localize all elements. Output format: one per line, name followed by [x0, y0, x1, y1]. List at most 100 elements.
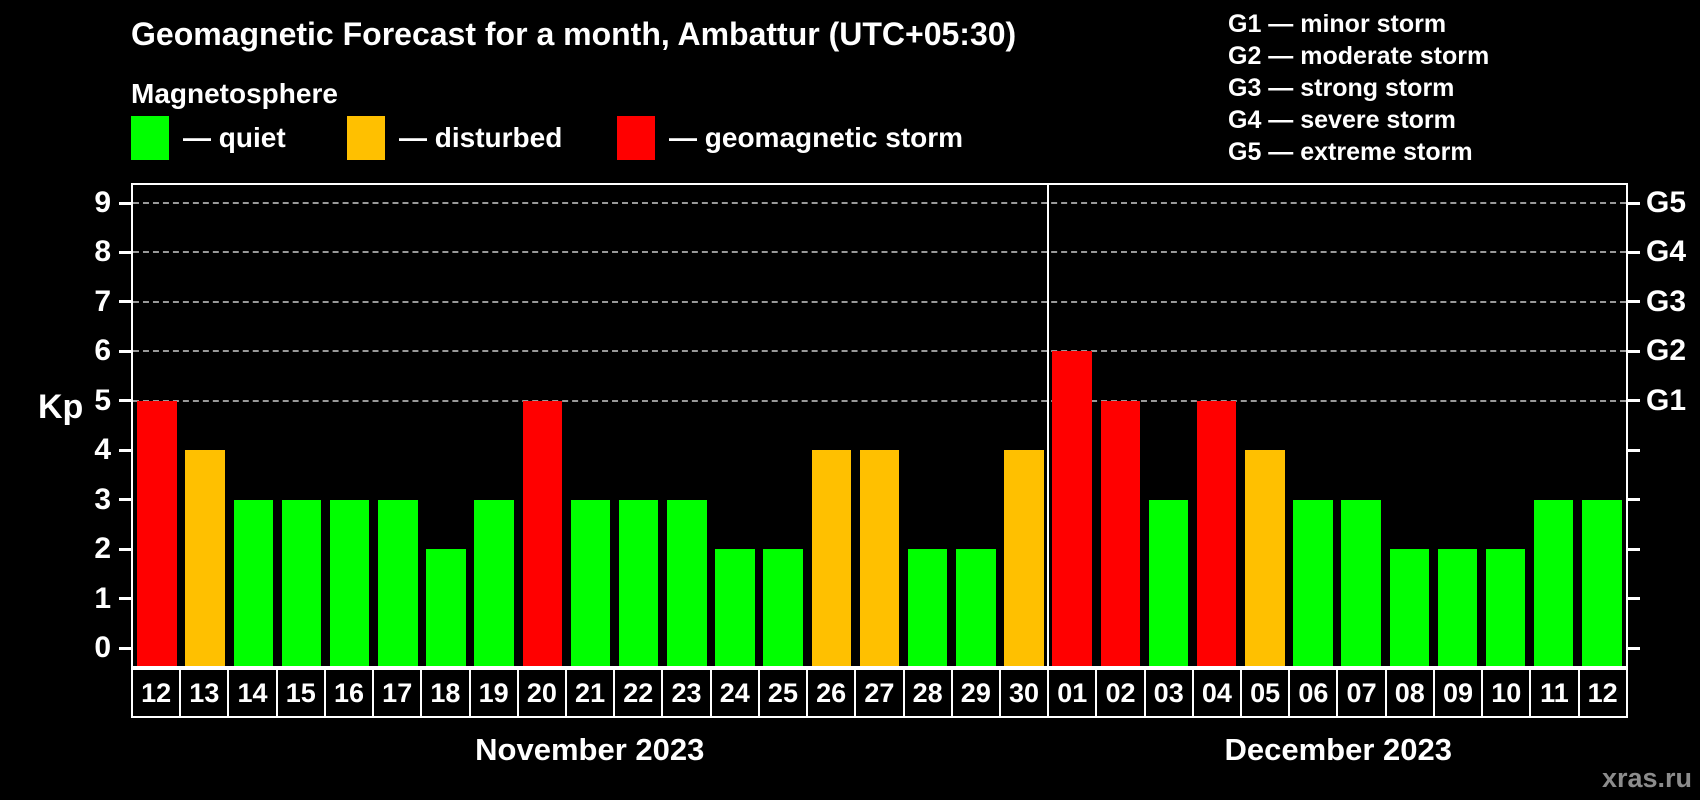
day-label-16: 16 [323, 668, 375, 718]
storm-swatch-icon [617, 116, 655, 160]
kp-bar-day-14 [233, 499, 274, 666]
right-axis-tick-3 [1626, 498, 1640, 502]
right-axis-tick-8 [1626, 250, 1640, 254]
legend-quiet-label: — quiet [183, 122, 286, 153]
y-axis-title: Kp [38, 388, 84, 426]
kp-gridline-6 [133, 350, 1626, 353]
kp-bar-day-03 [1148, 499, 1189, 666]
kp-bar-day-27 [859, 450, 900, 666]
status-legend: — quiet — disturbed — geomagnetic storm [131, 116, 1111, 164]
y-axis-tick-5 [119, 399, 133, 403]
kp-bar-day-15 [281, 499, 322, 666]
kp-bar-day-09 [1437, 549, 1478, 666]
day-label-28: 28 [902, 668, 953, 718]
kp-bar-day-25 [763, 549, 803, 666]
right-axis-tick-4 [1626, 448, 1640, 452]
kp-bar-day-13 [185, 450, 225, 666]
right-axis-tick-0 [1626, 646, 1640, 650]
y-axis-label-3: 3 [94, 482, 111, 516]
day-label-06: 06 [1288, 668, 1339, 718]
y-axis-tick-2 [119, 547, 133, 551]
day-label-04: 04 [1191, 668, 1243, 718]
day-label-20: 20 [516, 668, 567, 718]
day-label-14: 14 [227, 668, 278, 718]
kp-bar-day-05 [1245, 450, 1285, 666]
g-axis-label-G2: G2 [1646, 334, 1687, 368]
day-label-24: 24 [709, 668, 760, 718]
kp-bar-day-23 [667, 499, 707, 666]
g4-legend-line: G4 — severe storm [1228, 106, 1456, 134]
y-axis-label-5: 5 [94, 383, 111, 417]
y-axis-label-7: 7 [94, 284, 111, 318]
y-axis-tick-3 [119, 498, 133, 502]
legend-storm-label: — geomagnetic storm [669, 122, 964, 153]
y-axis-label-4: 4 [94, 433, 111, 467]
g-axis-label-G1: G1 [1646, 383, 1687, 417]
g2-legend-line: G2 — moderate storm [1228, 42, 1490, 70]
kp-bar-day-01 [1052, 351, 1092, 666]
legend-item-quiet: — quiet [131, 116, 286, 160]
g-scale-legend: G1 — minor storm G2 — moderate storm G3 … [1228, 8, 1489, 168]
day-label-12: 12 [131, 668, 182, 718]
page-title: Geomagnetic Forecast for a month, Ambatt… [131, 16, 1017, 52]
right-axis-tick-9 [1626, 201, 1640, 205]
y-axis-label-0: 0 [94, 631, 111, 664]
kp-bar-day-18 [426, 549, 466, 666]
day-label-18: 18 [420, 668, 471, 718]
legend-item-storm: — geomagnetic storm [617, 116, 963, 160]
y-axis-tick-0 [119, 646, 133, 650]
right-axis-tick-5 [1626, 399, 1640, 403]
g-axis-label-G3: G3 [1646, 284, 1687, 318]
day-label-27: 27 [854, 668, 905, 718]
g-axis-label-G4: G4 [1646, 235, 1687, 269]
day-label-19: 19 [468, 668, 519, 718]
day-label-07: 07 [1336, 668, 1387, 718]
kp-bar-day-20 [522, 400, 563, 666]
day-label-23: 23 [661, 668, 712, 718]
kp-gridline-7 [133, 300, 1626, 303]
day-label-12: 12 [1577, 668, 1628, 718]
kp-bar-day-02 [1100, 400, 1141, 666]
day-label-30: 30 [998, 668, 1050, 718]
month-label-1: December 2023 [1224, 732, 1453, 767]
month-labels: November 2023 December 2023 [131, 732, 1628, 768]
day-label-26: 26 [806, 668, 857, 718]
kp-bar-day-26 [811, 450, 852, 666]
kp-bar-day-19 [474, 499, 514, 666]
right-axis-tick-6 [1626, 349, 1640, 353]
day-label-01: 01 [1047, 668, 1098, 718]
day-label-17: 17 [372, 668, 423, 718]
y-axis-label-9: 9 [94, 186, 111, 219]
y-axis-tick-4 [119, 448, 133, 452]
day-axis: 12 13 14 15 16 17 18 19 20 21 22 23 24 25 26 27 28 29 30 01… [131, 668, 1628, 718]
y-axis-label-8: 8 [94, 235, 111, 269]
magnetosphere-subtitle: Magnetosphere [131, 78, 338, 109]
kp-bar-day-28 [907, 549, 948, 666]
legend-disturbed-label: — disturbed [399, 122, 563, 153]
y-axis-tick-7 [119, 300, 133, 304]
y-axis-tick-6 [119, 349, 133, 353]
day-label-13: 13 [179, 668, 230, 718]
day-label-15: 15 [275, 668, 326, 718]
day-label-11: 11 [1529, 668, 1580, 718]
kp-bar-day-07 [1341, 499, 1381, 666]
plot-area: 0 1 2 3 4 5 6 7 8 9 G1 G2 G3 G4 G5 [94, 183, 1686, 668]
right-axis-tick-7 [1626, 300, 1640, 304]
day-label-08: 08 [1384, 668, 1435, 718]
day-label-05: 05 [1240, 668, 1291, 718]
g5-legend-line: G5 — extreme storm [1228, 138, 1473, 166]
quiet-swatch-icon [131, 116, 169, 160]
kp-gridline-8 [133, 251, 1626, 254]
y-axis-label-6: 6 [94, 334, 111, 368]
kp-bar-day-21 [570, 499, 611, 666]
day-label-02: 02 [1095, 668, 1146, 718]
kp-gridline-9 [133, 202, 1626, 204]
kp-bar-day-06 [1293, 499, 1333, 666]
day-label-21: 21 [564, 668, 616, 718]
y-axis-label-2: 2 [94, 532, 111, 566]
watermark: xras.ru [1601, 763, 1692, 793]
day-label-03: 03 [1143, 668, 1194, 718]
day-label-29: 29 [950, 668, 1001, 718]
kp-bar-day-08 [1389, 549, 1429, 666]
